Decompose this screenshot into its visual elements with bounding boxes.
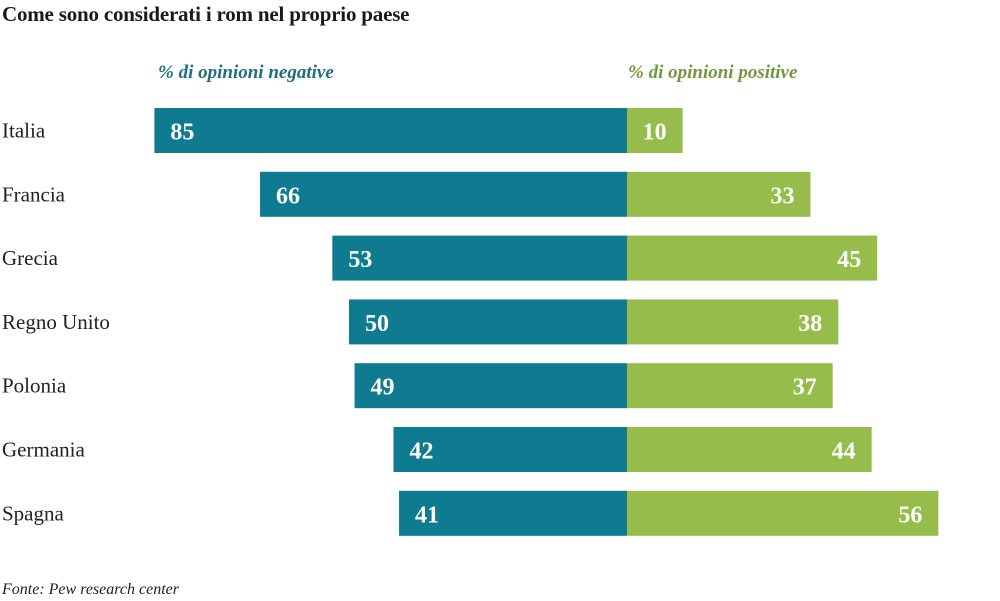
category-label: Polonia [2,374,67,398]
bar-row: Regno Unito 50 38 [2,299,839,345]
category-label: Regno Unito [2,310,110,334]
bar-negative [354,363,627,409]
value-label-positive: 37 [793,375,817,401]
category-label: Francia [2,182,66,206]
value-label-positive: 56 [898,502,922,528]
value-label-negative: 41 [415,502,439,528]
bar-negative [154,108,627,153]
bar-negative [393,427,627,472]
bar-row: Polonia 49 37 [2,363,833,409]
legend-negative: % di opinioni negative [158,62,334,83]
bar-positive [627,108,683,153]
bar-row: Italia 85 10 [2,108,683,153]
value-label-positive: 45 [837,247,861,273]
bar-row: Francia 66 33 [2,171,811,217]
value-label-negative: 66 [276,183,300,209]
bar-positive [627,490,939,536]
value-label-negative: 53 [348,247,372,273]
bar-negative [332,235,627,281]
value-label-positive: 10 [643,120,667,146]
bar-row: Spagna 41 56 [2,490,939,536]
bar-row: Germania 42 44 [2,427,872,472]
value-label-negative: 85 [170,120,194,146]
value-label-negative: 50 [365,311,389,337]
bar-positive [627,235,878,281]
bar-negative [260,171,627,217]
bar-negative [349,299,627,345]
value-label-positive: 33 [770,183,794,209]
value-label-positive: 44 [832,439,856,465]
category-label: Spagna [2,501,65,525]
category-label: Grecia [2,246,59,270]
category-label: Italia [2,119,46,143]
category-label: Germania [2,438,85,462]
value-label-positive: 38 [798,311,822,337]
bar-positive [627,427,872,472]
bar-positive [627,171,811,217]
bar-positive [627,363,833,409]
bar-positive [627,299,839,345]
bar-row: Grecia 53 45 [2,235,878,281]
value-label-negative: 49 [371,375,395,401]
bar-negative [399,490,627,536]
value-label-negative: 42 [409,439,433,465]
source-note: Fonte: Pew research center [2,581,179,598]
legend-positive: % di opinioni positive [628,62,798,83]
chart-title: Come sono considerati i rom nel proprio … [2,2,410,26]
